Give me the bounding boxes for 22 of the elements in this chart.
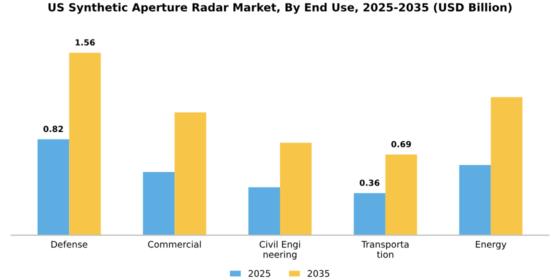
bar [280, 142, 312, 236]
bar [174, 112, 206, 236]
data-label: 0.82 [43, 126, 63, 132]
bar [38, 139, 70, 236]
x-tick-label: Energy [476, 241, 506, 250]
data-label: 0.36 [360, 180, 380, 186]
x-tick-label: Transporta tion [361, 241, 409, 258]
data-label: 0.69 [391, 141, 411, 148]
x-tick-label: Civil Engi neering [260, 240, 300, 260]
x-tick-label: Commercial [148, 240, 201, 248]
bar [490, 97, 522, 236]
bar [142, 172, 175, 236]
bar [459, 165, 491, 236]
chart-title: US Synthetic Aperture Radar Market, By End Use, 2025-2035 (USD Billion) [48, 2, 512, 14]
legend-label: 2025 [248, 270, 270, 277]
bar [354, 193, 386, 236]
x-tick-label: Defense [51, 240, 88, 248]
legend-label: 2035 [308, 270, 330, 277]
bar [69, 52, 101, 236]
bar [248, 187, 280, 236]
data-label: 1.56 [76, 39, 95, 46]
bar [385, 154, 418, 236]
